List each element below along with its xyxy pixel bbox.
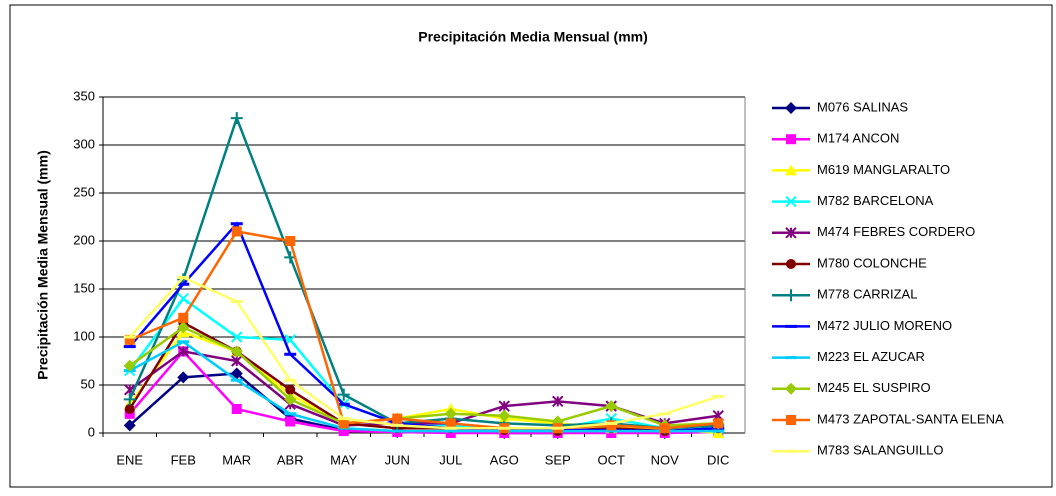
x-tick-label: OCT (598, 452, 626, 467)
marker (713, 418, 724, 429)
marker (337, 388, 350, 401)
marker (498, 400, 510, 412)
marker (231, 331, 243, 343)
marker (785, 195, 797, 208)
x-tick-label: DIC (707, 452, 729, 467)
marker (231, 404, 242, 414)
marker (659, 423, 670, 434)
y-tick-label: 100 (73, 328, 95, 343)
marker (230, 112, 243, 125)
marker (124, 334, 135, 345)
marker (177, 292, 189, 305)
chart-frame (9, 4, 1053, 488)
legend-label: M783 SALANGUILLO (817, 443, 943, 458)
y-tick-label: 350 (73, 88, 95, 103)
marker (606, 420, 617, 431)
marker (177, 321, 190, 334)
marker (123, 419, 136, 432)
marker (230, 345, 243, 358)
marker (785, 227, 797, 239)
marker (605, 400, 618, 413)
marker (285, 236, 296, 246)
series-line (128, 275, 719, 430)
y-tick-label: 200 (73, 232, 95, 247)
marker (786, 415, 796, 425)
x-tick-label: JUL (439, 452, 462, 467)
legend-label: M076 SALINAS (817, 99, 908, 114)
marker (285, 384, 296, 395)
series-line (128, 349, 719, 435)
legend-label: M474 FEBRES CORDERO (817, 224, 975, 239)
y-tick-label: 0 (88, 424, 95, 439)
marker (392, 413, 403, 424)
legend-label: M778 CARRIZAL (817, 287, 917, 302)
chart-title: Precipitación Media Mensual (mm) (418, 29, 648, 45)
x-tick-label: MAR (222, 452, 251, 467)
x-tick-label: MAY (330, 452, 358, 467)
legend-label: M782 BARCELONA (817, 193, 934, 208)
marker (231, 226, 242, 237)
marker (444, 407, 457, 420)
legend-label: M245 EL SUSPIRO (817, 380, 931, 395)
x-tick-label: FEB (171, 452, 196, 467)
legend-label: M472 JULIO MORENO (817, 318, 952, 333)
x-tick-label: NOV (651, 452, 680, 467)
marker (123, 393, 136, 406)
marker (285, 416, 296, 427)
legend-label: M223 EL AZUCAR (817, 349, 925, 364)
marker (785, 289, 797, 302)
marker (445, 418, 456, 429)
marker (338, 418, 349, 429)
legend-label: M619 MANGLARALTO (817, 162, 950, 177)
series-line (129, 230, 719, 430)
series-line (129, 325, 719, 427)
marker (231, 355, 243, 367)
marker (786, 259, 796, 269)
marker (785, 164, 797, 176)
marker (123, 359, 136, 372)
y-tick-label: 300 (73, 136, 95, 151)
y-axis-label: Precipitación Media Mensual (mm) (35, 150, 51, 380)
marker (178, 312, 189, 323)
legend-label: M473 ZAPOTAL-SANTA ELENA (817, 411, 1004, 426)
marker (230, 367, 243, 380)
legend-label: M780 COLONCHE (817, 255, 927, 270)
y-tick-label: 250 (73, 184, 95, 199)
marker (498, 409, 511, 422)
marker (124, 404, 135, 414)
y-tick-label: 50 (81, 376, 95, 391)
y-tick-label: 150 (73, 280, 95, 295)
x-tick-label: ENE (116, 452, 143, 467)
series-line (129, 340, 719, 433)
marker (177, 345, 189, 358)
x-tick-label: ABR (277, 452, 304, 467)
x-tick-label: SEP (545, 452, 571, 467)
legend-label: M174 ANCON (817, 131, 899, 146)
marker (785, 382, 797, 395)
marker (786, 134, 796, 145)
marker (284, 393, 297, 406)
marker (785, 102, 797, 114)
x-tick-label: JUN (385, 452, 410, 467)
marker (338, 426, 349, 437)
x-tick-label: AGO (490, 452, 519, 467)
marker (552, 395, 564, 408)
marker (177, 371, 190, 384)
